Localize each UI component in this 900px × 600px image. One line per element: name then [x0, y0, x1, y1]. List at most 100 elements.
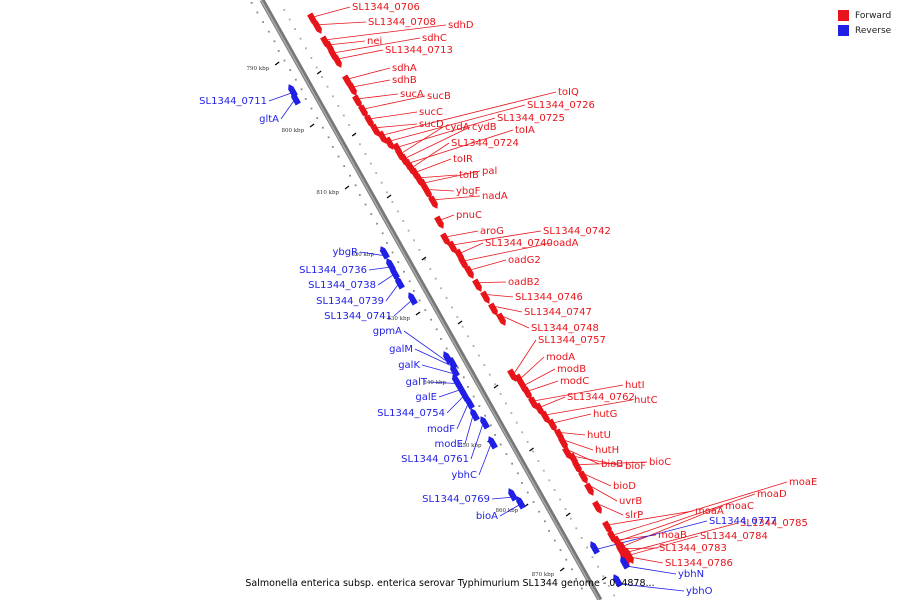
gene-label-forward: moaE [789, 477, 817, 488]
leader-line [547, 399, 633, 415]
leader-line [327, 24, 447, 40]
gene-label-forward: SL1344_0786 [665, 558, 733, 569]
scale-tick-label: 860 kbp [496, 508, 519, 514]
leader-line [391, 104, 526, 141]
grid-dot [342, 114, 345, 117]
gene-arrow-shade [427, 185, 432, 199]
leader-line [461, 242, 484, 253]
gene-arrow-shade [456, 381, 466, 392]
gene-arrow [620, 556, 630, 570]
leader-line [365, 95, 426, 109]
gene-label-forward: aroG [480, 226, 504, 237]
gene-label-forward: ybgF [456, 186, 481, 197]
gene-arrow-shade [508, 488, 518, 499]
leader-line [414, 348, 451, 366]
grid-dot [478, 405, 481, 407]
gene-label-reverse: SL1344_0761 [401, 454, 469, 465]
gene-arrow-shade [470, 408, 480, 419]
grid-dot [538, 510, 541, 513]
gene-arrow-shade [352, 82, 357, 96]
gene-arrow-shade [465, 396, 475, 407]
gene-label-reverse: modE [434, 439, 463, 450]
leader-line [579, 461, 648, 465]
leader-line [371, 111, 418, 119]
leader-line [585, 474, 612, 487]
grid-dot [499, 443, 502, 446]
leader-line [377, 275, 393, 286]
gene-arrow [516, 496, 526, 510]
leader-line [446, 397, 463, 414]
grid-dot [591, 556, 594, 558]
grid-dot [300, 88, 303, 91]
grid-dot [526, 441, 529, 443]
grid-dot [472, 395, 475, 398]
grid-dot [407, 229, 410, 232]
grid-dot [571, 568, 573, 571]
gene-arrow [395, 276, 405, 290]
grid-dot [386, 191, 388, 194]
gene-arrow [464, 265, 474, 279]
grid-dot [316, 117, 319, 119]
grid-dot [553, 539, 556, 542]
scale-tick [274, 61, 280, 66]
gene-label-forward: moaC [725, 501, 754, 512]
grid-dot [364, 153, 367, 155]
grid-dot [283, 59, 286, 62]
grid-dot [343, 165, 346, 167]
grid-dot [403, 270, 405, 273]
scale-tick [344, 185, 350, 190]
leader-line [565, 440, 594, 451]
scale-tick [529, 447, 534, 452]
scale-tick-label: 810 kbp [316, 190, 339, 196]
grid-dot [580, 537, 583, 539]
grid-dot [250, 2, 253, 4]
grid-dot [348, 124, 351, 126]
gene-arrow-shade [488, 436, 498, 447]
leader-line [425, 170, 481, 183]
grid-dot [354, 184, 357, 187]
gene-label-forward: pal [482, 166, 497, 177]
leader-line [623, 547, 658, 549]
gene-label-forward: bioB [601, 459, 623, 470]
leader-line [438, 390, 459, 398]
leader-line [454, 230, 542, 245]
gene-arrow [291, 92, 301, 106]
grid-dot [543, 520, 546, 523]
scale-tick [421, 256, 427, 261]
gene-arrow-shade [433, 195, 438, 209]
gene-arrow-shade [448, 356, 458, 367]
grid-dot [542, 469, 545, 472]
grid-dot [262, 21, 264, 23]
gene-arrow-shade [480, 416, 490, 427]
gene-label-forward: cydA [445, 122, 470, 133]
grid-dot [369, 162, 372, 165]
scale-tick [457, 320, 463, 325]
gene-label-reverse: modF [427, 424, 455, 435]
gene-arrow-shade [583, 470, 588, 484]
gene-label-forward: modA [546, 352, 575, 363]
grid-dot [494, 434, 496, 436]
scale-tick [601, 576, 607, 581]
leader-line [359, 251, 383, 256]
gene-label-forward: hutU [587, 430, 611, 441]
grid-dot [472, 345, 475, 347]
grid-dot [408, 280, 411, 283]
leader-line [615, 583, 685, 592]
gene-label-forward: sucC [419, 107, 443, 118]
gene-arrow-shade [552, 418, 557, 432]
gene-label-forward: hutG [593, 409, 617, 420]
leader-line [421, 364, 453, 374]
grid-dot [359, 143, 361, 146]
grid-dot [294, 78, 297, 81]
leader-line [377, 123, 418, 128]
leader-line [314, 6, 351, 17]
gene-label-forward: SL1344_0726 [527, 100, 595, 111]
leader-line [529, 380, 559, 391]
gene-label-forward: bioF [625, 461, 646, 472]
gene-arrow [380, 246, 390, 260]
gene-label-forward: modC [560, 376, 589, 387]
leader-line [384, 91, 557, 135]
gene-arrow-shade [485, 290, 490, 304]
gene-arrow-shade [380, 246, 390, 257]
gene-arrow [390, 266, 400, 280]
